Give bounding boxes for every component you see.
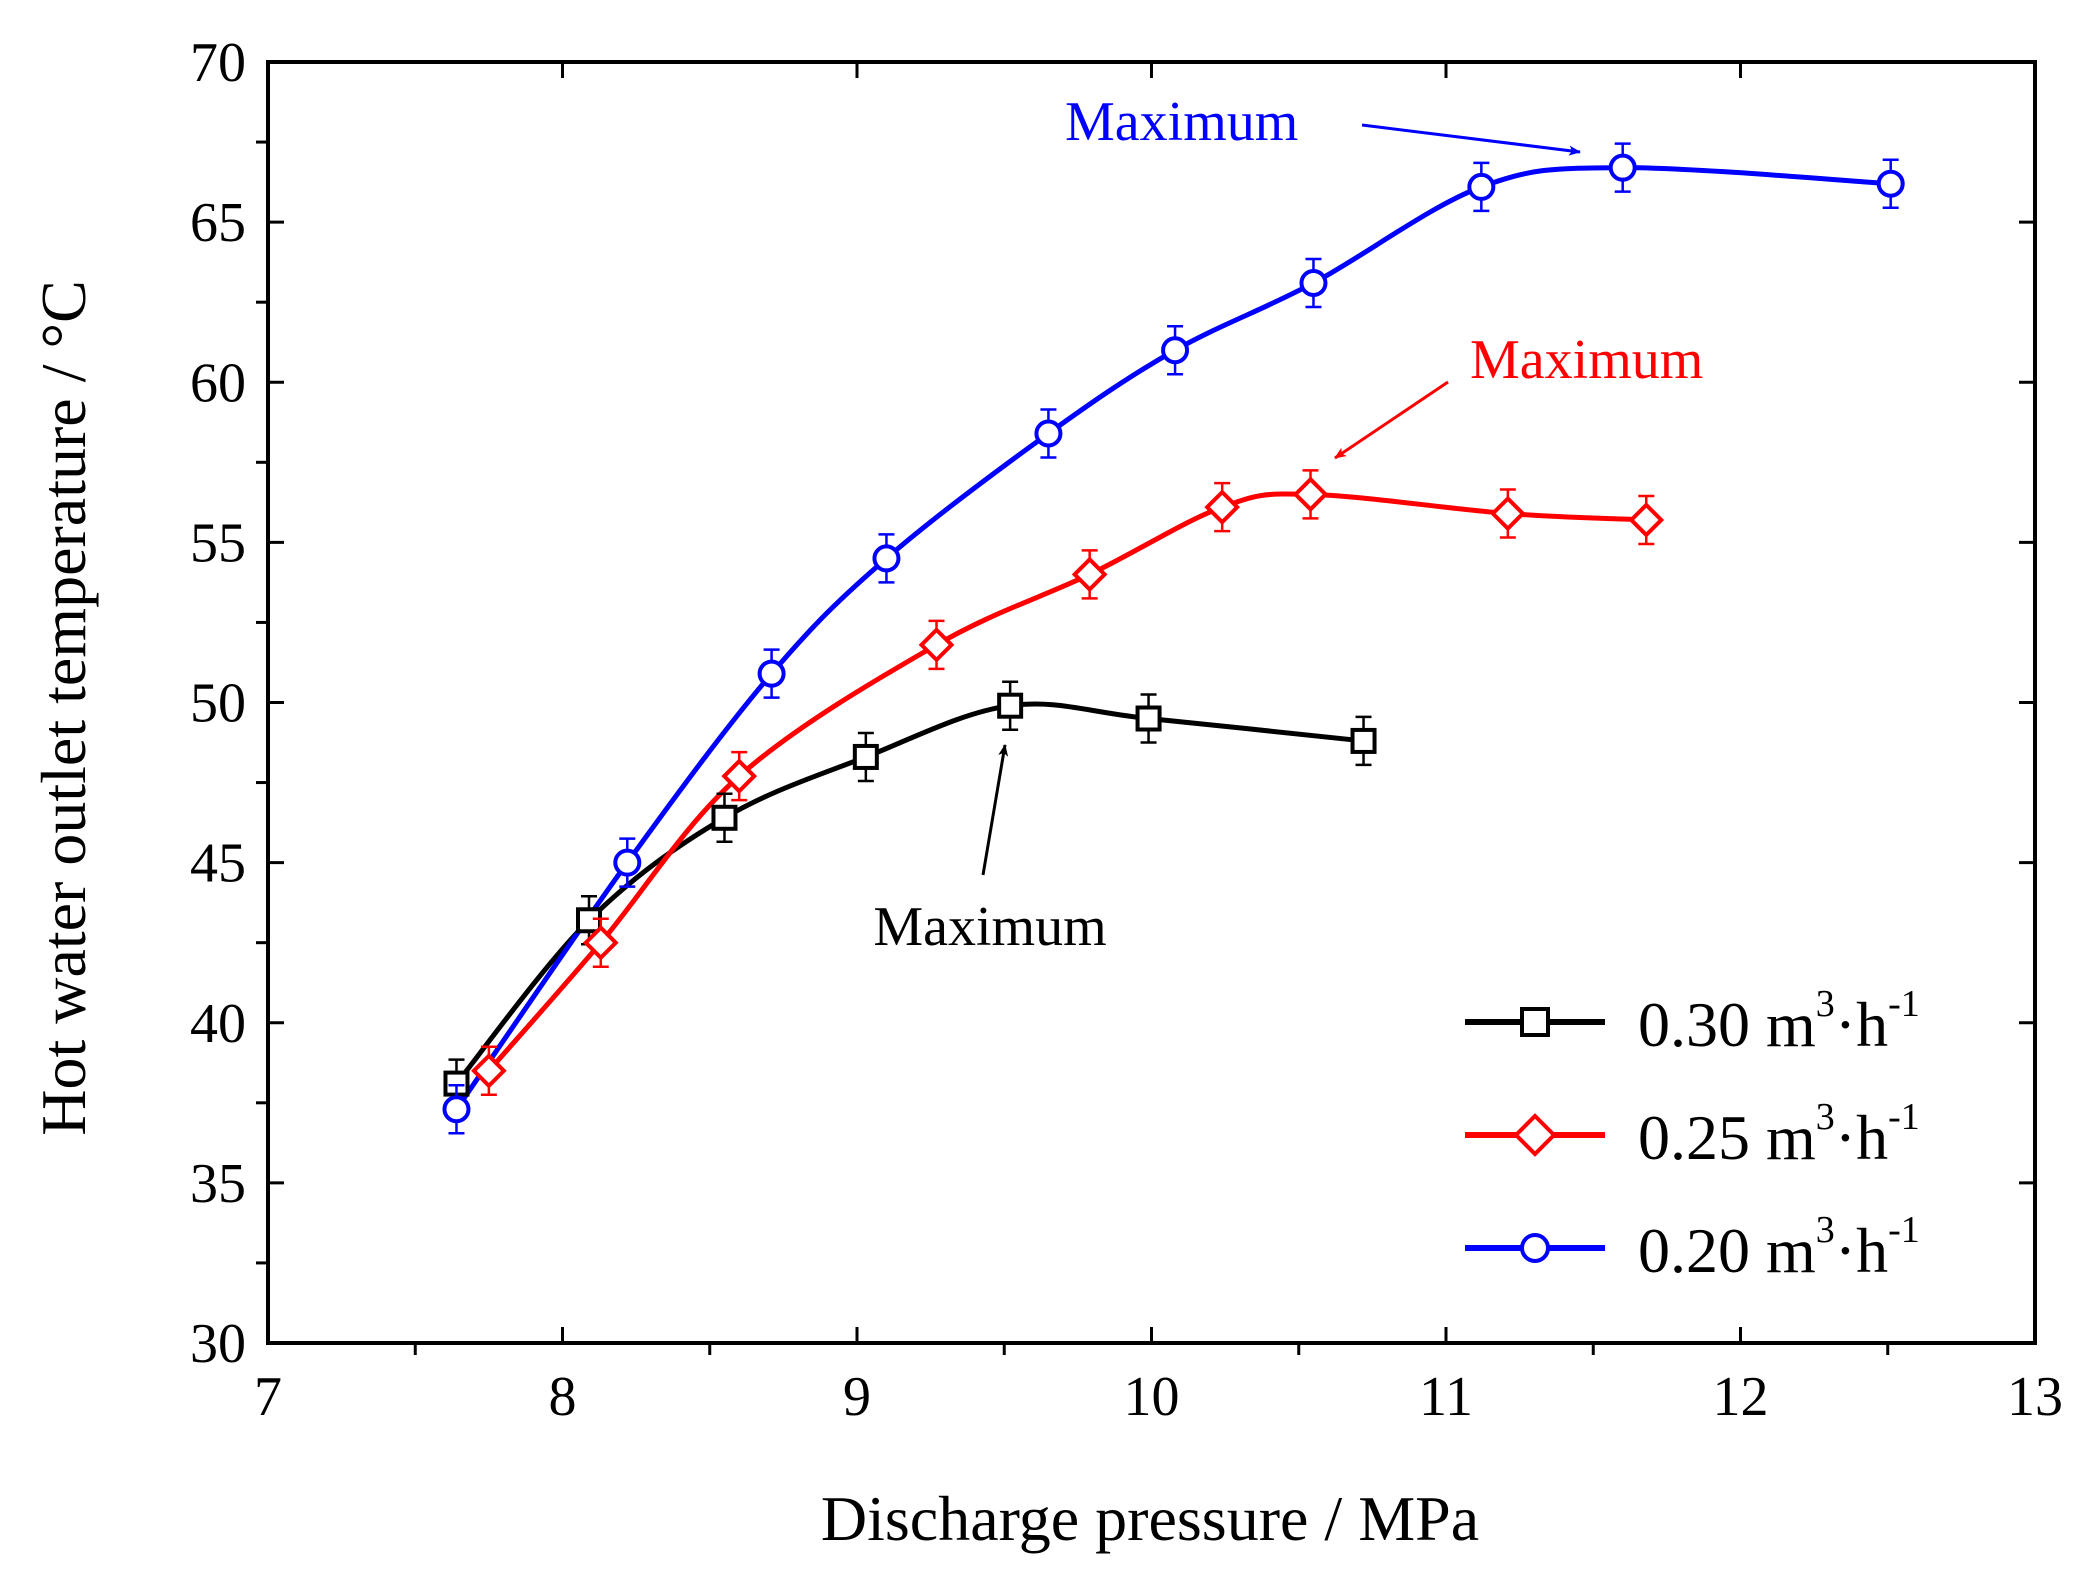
axes: 7 8 9 10 11 12 13 30 35 40 45 50 55 60 65 70 — [190, 32, 2063, 1428]
legend-label-2: 0.20 m3·h-1 — [1638, 1209, 1920, 1286]
marker-circle — [1034, 419, 1063, 448]
marker-circle — [872, 544, 901, 573]
data-point — [613, 837, 642, 888]
legend-label-0: 0.30 m3·h-1 — [1638, 983, 1920, 1060]
marker-square — [1350, 727, 1377, 754]
data-point — [1135, 693, 1162, 744]
data-point — [852, 731, 879, 783]
x-tick-label: 13 — [2007, 1366, 2063, 1428]
marker-diamond — [471, 1052, 507, 1089]
x-tick-label: 10 — [1124, 1366, 1180, 1428]
annotation-black-maximum: Maximum — [873, 744, 1107, 958]
annotation-blue-text: Maximum — [1065, 91, 1298, 153]
marker-circle — [613, 848, 642, 877]
marker-circle — [757, 659, 786, 688]
data-point — [1161, 324, 1190, 376]
marker-square — [997, 692, 1024, 719]
data-point — [1299, 257, 1328, 309]
annotation-blue-maximum: Maximum — [1065, 91, 1581, 156]
annotation-red-text: Maximum — [1470, 329, 1703, 391]
annotation-red-arrow — [1334, 380, 1449, 460]
marker-circle — [1161, 336, 1190, 365]
marker-diamond — [918, 627, 955, 663]
marker-diamond — [1204, 489, 1241, 525]
data-point — [918, 619, 955, 671]
series-markers — [442, 142, 1905, 1135]
data-point — [711, 792, 738, 844]
marker-circle — [442, 1095, 471, 1124]
x-tick-label: 7 — [254, 1366, 282, 1428]
series-line-2 — [454, 165, 1891, 1111]
x-tick-label: 9 — [843, 1366, 871, 1428]
y-tick-label: 60 — [190, 352, 246, 414]
data-point — [1876, 158, 1905, 209]
x-tick-label: 8 — [549, 1366, 577, 1428]
data-point — [1350, 715, 1377, 767]
data-point — [1628, 494, 1665, 546]
series-line-1 — [486, 491, 1647, 1073]
data-point — [1608, 142, 1637, 193]
marker-diamond — [721, 758, 758, 794]
legend-marker-circle — [1520, 1233, 1550, 1263]
y-tick-label: 70 — [190, 32, 246, 94]
y-tick-label: 45 — [190, 833, 246, 895]
annotation-black-arrow — [981, 744, 1009, 876]
marker-diamond — [582, 924, 619, 961]
marker-diamond — [1292, 476, 1329, 513]
y-tick-label: 55 — [190, 512, 246, 574]
annotation-blue-arrow — [1361, 123, 1581, 156]
marker-circle — [1608, 153, 1637, 182]
data-point — [1292, 469, 1329, 520]
series-line-0 — [454, 701, 1364, 1086]
legend-item-2: 0.20 m3·h-1 — [1465, 1209, 1920, 1286]
marker-square — [852, 743, 879, 770]
data-point — [471, 1045, 507, 1097]
data-point — [1467, 161, 1496, 213]
data-point — [582, 917, 619, 968]
legend-marker-diamond — [1513, 1113, 1557, 1157]
marker-square — [711, 804, 738, 831]
marker-diamond — [1490, 495, 1526, 532]
data-point — [1034, 408, 1063, 459]
marker-square — [576, 907, 603, 934]
y-axis-title: Hot water outlet temperature / °C — [28, 280, 99, 1136]
legend-marker-square — [1520, 1007, 1550, 1037]
legend-label-1: 0.25 m3·h-1 — [1638, 1096, 1920, 1173]
y-tick-label: 40 — [190, 993, 246, 1055]
y-tick-label: 30 — [190, 1313, 246, 1375]
marker-circle — [1876, 169, 1905, 198]
x-tick-label: 12 — [1713, 1366, 1769, 1428]
marker-circle — [1467, 172, 1496, 201]
data-point — [997, 680, 1024, 731]
x-axis-title: Discharge pressure / MPa — [821, 1483, 1479, 1554]
data-point — [1490, 488, 1526, 539]
series-curves — [454, 165, 1891, 1111]
data-point — [872, 533, 901, 584]
annotation-red-maximum: Maximum — [1334, 329, 1703, 460]
annotation-black-text: Maximum — [873, 896, 1106, 958]
y-tick-label: 50 — [190, 673, 246, 735]
data-point — [1071, 549, 1108, 600]
marker-diamond — [1628, 502, 1665, 538]
y-tick-label: 65 — [190, 192, 246, 254]
legend: 0.30 m3·h-1 0.25 m3·h-1 0.20 m3·h-1 — [1465, 983, 1920, 1286]
data-point — [721, 750, 758, 802]
y-tick-label: 35 — [190, 1153, 246, 1215]
legend-item-0: 0.30 m3·h-1 — [1465, 983, 1920, 1060]
data-point — [1204, 481, 1241, 533]
marker-square — [1135, 705, 1162, 732]
data-point — [757, 648, 786, 699]
marker-circle — [1299, 268, 1328, 297]
legend-item-1: 0.25 m3·h-1 — [1465, 1096, 1920, 1173]
marker-diamond — [1071, 556, 1108, 593]
data-point — [442, 1083, 471, 1135]
x-tick-label: 11 — [1419, 1366, 1473, 1428]
